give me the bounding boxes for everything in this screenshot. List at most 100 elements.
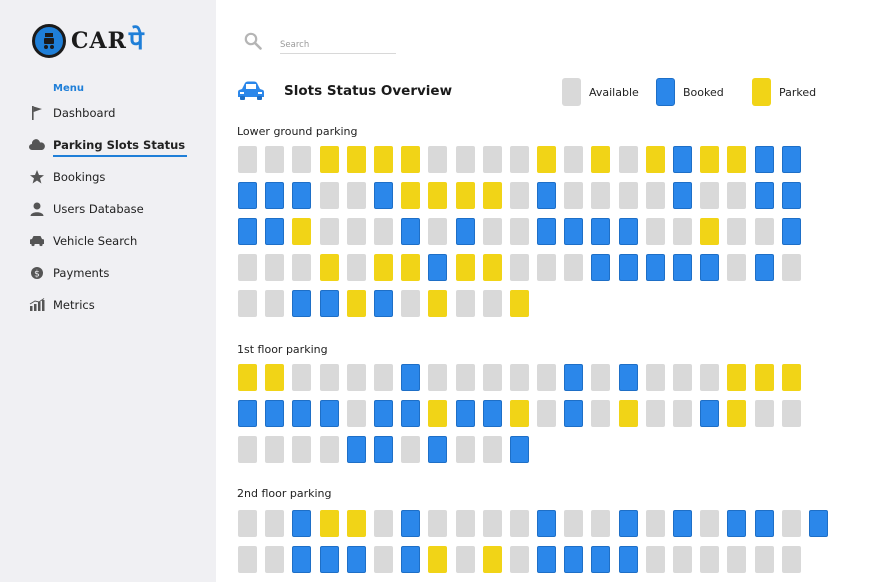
parking-slot-parked[interactable] — [537, 146, 557, 173]
parking-slot-booked[interactable] — [482, 400, 502, 427]
parking-slot-booked[interactable] — [754, 182, 774, 209]
parking-slot-booked[interactable] — [265, 182, 285, 209]
parking-slot-parked[interactable] — [319, 510, 339, 537]
parking-slot-available[interactable] — [537, 400, 557, 427]
parking-slot-available[interactable] — [564, 182, 584, 209]
parking-slot-available[interactable] — [754, 400, 774, 427]
parking-slot-parked[interactable] — [265, 364, 285, 391]
parking-slot-available[interactable] — [781, 400, 801, 427]
parking-slot-available[interactable] — [373, 546, 393, 573]
parking-slot-booked[interactable] — [618, 254, 638, 281]
parking-slot-parked[interactable] — [727, 364, 747, 391]
parking-slot-available[interactable] — [265, 290, 285, 317]
parking-slot-booked[interactable] — [319, 400, 339, 427]
parking-slot-booked[interactable] — [754, 146, 774, 173]
parking-slot-booked[interactable] — [401, 546, 421, 573]
parking-slot-booked[interactable] — [292, 546, 312, 573]
parking-slot-available[interactable] — [727, 254, 747, 281]
parking-slot-available[interactable] — [564, 146, 584, 173]
parking-slot-available[interactable] — [700, 182, 720, 209]
parking-slot-booked[interactable] — [373, 290, 393, 317]
parking-slot-available[interactable] — [455, 510, 475, 537]
parking-slot-booked[interactable] — [292, 400, 312, 427]
search-input[interactable] — [280, 36, 396, 54]
parking-slot-booked[interactable] — [673, 510, 692, 537]
parking-slot-available[interactable] — [238, 436, 257, 463]
parking-slot-booked[interactable] — [319, 546, 339, 573]
parking-slot-booked[interactable] — [727, 510, 747, 537]
parking-slot-available[interactable] — [319, 182, 339, 209]
parking-slot-available[interactable] — [238, 546, 257, 573]
parking-slot-parked[interactable] — [645, 146, 665, 173]
parking-slot-parked[interactable] — [319, 254, 339, 281]
parking-slot-booked[interactable] — [292, 290, 312, 317]
parking-slot-booked[interactable] — [455, 218, 475, 245]
parking-slot-available[interactable] — [645, 546, 665, 573]
parking-slot-booked[interactable] — [645, 254, 665, 281]
parking-slot-booked[interactable] — [618, 510, 638, 537]
parking-slot-booked[interactable] — [346, 436, 366, 463]
parking-slot-available[interactable] — [564, 254, 584, 281]
parking-slot-parked[interactable] — [754, 364, 774, 391]
parking-slot-available[interactable] — [645, 364, 665, 391]
parking-slot-available[interactable] — [727, 546, 747, 573]
parking-slot-available[interactable] — [537, 364, 557, 391]
parking-slot-booked[interactable] — [509, 436, 529, 463]
parking-slot-available[interactable] — [455, 546, 475, 573]
parking-slot-parked[interactable] — [455, 254, 475, 281]
parking-slot-parked[interactable] — [482, 254, 502, 281]
search-icon[interactable] — [244, 32, 262, 54]
parking-slot-available[interactable] — [428, 364, 448, 391]
parking-slot-available[interactable] — [238, 254, 257, 281]
parking-slot-available[interactable] — [265, 546, 285, 573]
parking-slot-parked[interactable] — [428, 546, 448, 573]
parking-slot-available[interactable] — [673, 400, 692, 427]
parking-slot-booked[interactable] — [754, 254, 774, 281]
parking-slot-booked[interactable] — [401, 218, 421, 245]
parking-slot-available[interactable] — [673, 364, 692, 391]
parking-slot-parked[interactable] — [401, 254, 421, 281]
parking-slot-booked[interactable] — [346, 546, 366, 573]
parking-slot-booked[interactable] — [401, 364, 421, 391]
parking-slot-available[interactable] — [673, 546, 692, 573]
parking-slot-parked[interactable] — [346, 146, 366, 173]
parking-slot-available[interactable] — [346, 254, 366, 281]
parking-slot-available[interactable] — [781, 254, 801, 281]
parking-slot-booked[interactable] — [591, 254, 611, 281]
parking-slot-available[interactable] — [482, 146, 502, 173]
parking-slot-booked[interactable] — [673, 254, 692, 281]
parking-slot-available[interactable] — [700, 510, 720, 537]
parking-slot-available[interactable] — [591, 400, 611, 427]
parking-slot-parked[interactable] — [727, 400, 747, 427]
parking-slot-booked[interactable] — [292, 182, 312, 209]
parking-slot-parked[interactable] — [727, 146, 747, 173]
parking-slot-available[interactable] — [509, 218, 529, 245]
parking-slot-booked[interactable] — [591, 218, 611, 245]
parking-slot-parked[interactable] — [401, 146, 421, 173]
parking-slot-available[interactable] — [319, 436, 339, 463]
parking-slot-available[interactable] — [509, 254, 529, 281]
parking-slot-parked[interactable] — [238, 364, 257, 391]
parking-slot-booked[interactable] — [781, 182, 801, 209]
parking-slot-parked[interactable] — [618, 400, 638, 427]
parking-slot-booked[interactable] — [265, 400, 285, 427]
parking-slot-available[interactable] — [591, 364, 611, 391]
parking-slot-available[interactable] — [509, 146, 529, 173]
parking-slot-available[interactable] — [645, 510, 665, 537]
parking-slot-parked[interactable] — [319, 146, 339, 173]
parking-slot-booked[interactable] — [455, 400, 475, 427]
parking-slot-available[interactable] — [238, 510, 257, 537]
parking-slot-booked[interactable] — [564, 546, 584, 573]
parking-slot-available[interactable] — [428, 510, 448, 537]
parking-slot-available[interactable] — [373, 364, 393, 391]
parking-slot-booked[interactable] — [781, 146, 801, 173]
parking-slot-parked[interactable] — [428, 290, 448, 317]
parking-slot-available[interactable] — [564, 510, 584, 537]
parking-slot-available[interactable] — [346, 364, 366, 391]
parking-slot-available[interactable] — [455, 364, 475, 391]
parking-slot-booked[interactable] — [618, 364, 638, 391]
parking-slot-available[interactable] — [346, 400, 366, 427]
parking-slot-available[interactable] — [591, 510, 611, 537]
parking-slot-available[interactable] — [754, 546, 774, 573]
parking-slot-booked[interactable] — [700, 254, 720, 281]
